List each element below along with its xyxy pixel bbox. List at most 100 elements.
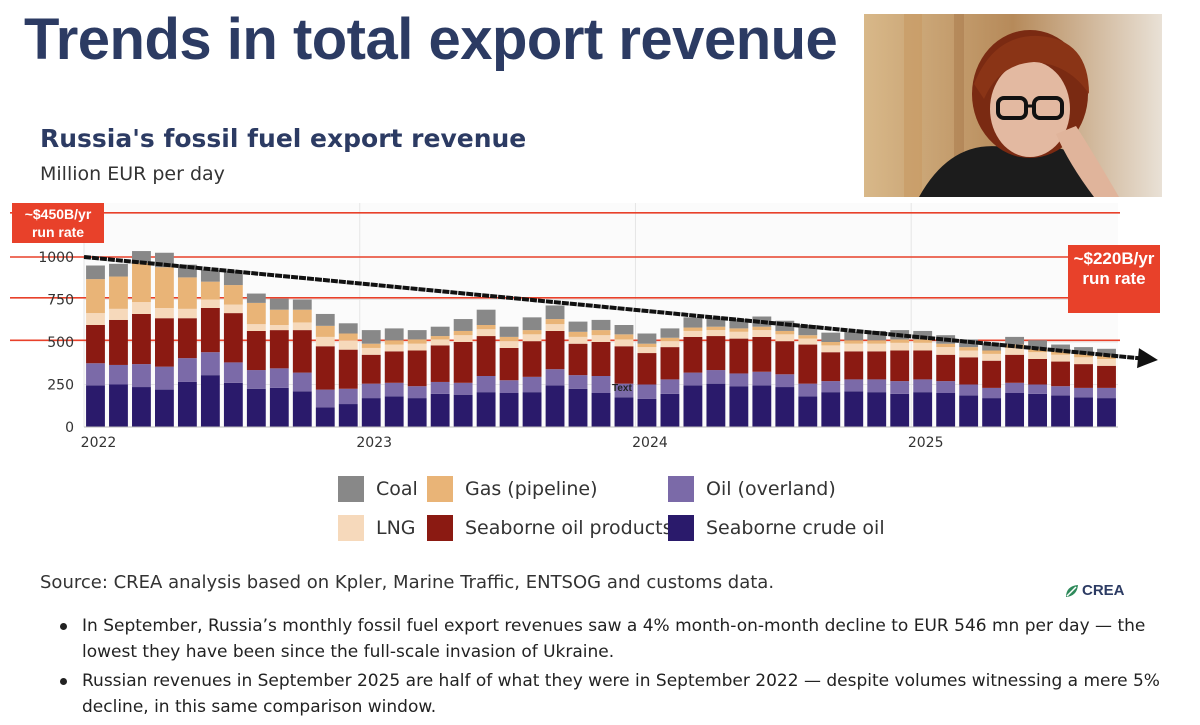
bar-segment-seaborne-crude-oil (499, 393, 519, 427)
bar-segment-seaborne-oil-products (155, 318, 174, 367)
bar-segment-seaborne-crude-oil (430, 393, 450, 427)
bar-segment-seaborne-crude-oil (177, 381, 197, 427)
bar-segment-oil-overland (683, 372, 703, 386)
bar-segment-lng (660, 341, 680, 348)
crea-logo-text: CREA (1082, 582, 1125, 599)
chart-legend: Coal Gas (pipeline) Oil (overland) LNG S… (338, 472, 898, 552)
bar-segment-seaborne-crude-oil (867, 392, 887, 427)
bar-segment-seaborne-oil-products (1097, 365, 1116, 388)
bar-segment-seaborne-oil-products (499, 347, 519, 381)
bar-segment-oil-overland (706, 370, 726, 384)
bar-segment-gas-pipeline (936, 343, 956, 348)
bar-segment-seaborne-crude-oil (200, 375, 220, 427)
bar-segment-seaborne-oil-products (706, 336, 726, 371)
bar-segment-lng (384, 344, 404, 352)
bar-segment-coal (132, 251, 151, 263)
bar-segment-lng (315, 336, 335, 347)
bar-segment-lng (821, 345, 841, 353)
bar-segment-oil-overland (246, 370, 266, 389)
bar-segment-lng (568, 336, 588, 344)
portrait-photo (864, 14, 1162, 197)
bar-segment-seaborne-crude-oil (246, 388, 266, 427)
bar-segment-lng (637, 347, 657, 354)
bar-segment-seaborne-crude-oil (292, 391, 312, 427)
bar-segment-coal (361, 330, 381, 344)
bar-segment-lng (890, 342, 910, 351)
bar-segment-oil-overland (522, 376, 542, 393)
crea-leaf-icon (1066, 584, 1078, 597)
bar-segment-oil-overland (844, 379, 864, 392)
bar-segment-oil-overland (1074, 387, 1093, 398)
bar-segment-seaborne-oil-products (384, 351, 404, 383)
bar-segment-lng (867, 343, 887, 352)
legend-swatch-gas-pipeline (427, 476, 453, 502)
bar-segment-seaborne-oil-products (223, 313, 243, 363)
x-tick-label: 2024 (632, 435, 668, 451)
bar-segment-oil-overland (155, 366, 174, 390)
bar-segment-seaborne-oil-products (982, 360, 1002, 388)
bar-segment-lng (200, 299, 220, 308)
bar-segment-gas-pipeline (614, 334, 634, 340)
callout-right-line1: ~$220B/yr (1074, 249, 1155, 268)
bar-segment-lng (1074, 357, 1093, 365)
bar-segment-gas-pipeline (844, 340, 864, 344)
x-tick-label: 2022 (81, 435, 117, 451)
bar-segment-seaborne-crude-oil (269, 387, 289, 427)
bar-segment-gas-pipeline (798, 335, 818, 339)
bar-segment-oil-overland (223, 362, 243, 383)
bullet-item: In September, Russia’s monthly fossil fu… (56, 613, 1176, 665)
y-tick-label: 250 (47, 378, 74, 394)
bar-segment-coal (338, 323, 358, 334)
bar-segment-gas-pipeline (683, 327, 703, 331)
legend-item-gas-pipeline: Gas (pipeline) (427, 476, 598, 502)
bar-segment-lng (246, 324, 266, 331)
bar-segment-gas-pipeline (660, 337, 680, 342)
bar-segment-oil-overland (430, 381, 450, 394)
bar-segment-coal (522, 317, 542, 331)
bar-segment-oil-overland (109, 364, 128, 385)
bar-segment-seaborne-oil-products (430, 345, 450, 382)
bar-segment-seaborne-crude-oil (361, 398, 381, 427)
bullet-item: Russian revenues in September 2025 are h… (56, 668, 1176, 720)
legend-label-seaborne-crude-oil: Seaborne crude oil (706, 517, 885, 539)
bar-segment-seaborne-oil-products (890, 350, 910, 382)
bar-segment-coal (109, 263, 128, 277)
bar-segment-lng (361, 347, 381, 355)
bar-segment-coal (614, 325, 634, 335)
legend-label-lng: LNG (376, 517, 416, 539)
bar-segment-seaborne-oil-products (614, 346, 634, 384)
bar-segment-lng (1051, 354, 1070, 362)
trend-arrow (83, 255, 1158, 369)
bar-segment-oil-overland (177, 358, 197, 382)
bar-segment-oil-overland (568, 375, 588, 389)
bar-segment-gas-pipeline (361, 343, 381, 348)
bar-segment-seaborne-crude-oil (798, 396, 818, 427)
bar-segment-oil-overland (752, 371, 772, 386)
bar-segment-seaborne-crude-oil (522, 392, 542, 427)
bar-segment-seaborne-crude-oil (1028, 393, 1047, 427)
legend-item-lng: LNG (338, 515, 416, 541)
bar-segment-oil-overland (453, 382, 473, 395)
bar-segment-gas-pipeline (200, 281, 220, 300)
bar-segment-gas-pipeline (867, 340, 887, 344)
bar-segment-seaborne-crude-oil (729, 386, 749, 427)
bar-segment-seaborne-oil-products (86, 325, 105, 364)
bar-segment-coal (499, 326, 519, 337)
bar-segment-coal (706, 317, 726, 327)
bar-segment-seaborne-crude-oil (155, 389, 174, 427)
bar-segment-oil-overland (637, 384, 657, 399)
bar-segment-oil-overland (476, 376, 496, 393)
bar-segment-seaborne-crude-oil (407, 398, 427, 427)
bullet-list: In September, Russia’s monthly fossil fu… (56, 613, 1176, 723)
crea-logo: CREA (1064, 582, 1125, 599)
chart-title: Russia's fossil fuel export revenue (40, 124, 527, 153)
bar-segment-seaborne-crude-oil (706, 383, 726, 427)
bar-segment-seaborne-oil-products (1051, 361, 1070, 387)
bar-segment-seaborne-crude-oil (821, 392, 841, 427)
bar-segment-gas-pipeline (752, 326, 772, 331)
bar-segment-oil-overland (1051, 386, 1070, 396)
bar-segment-gas-pipeline (269, 309, 289, 325)
bar-segment-oil-overland (384, 382, 404, 397)
bar-segment-oil-overland (867, 379, 887, 393)
bar-segment-seaborne-oil-products (269, 330, 289, 369)
